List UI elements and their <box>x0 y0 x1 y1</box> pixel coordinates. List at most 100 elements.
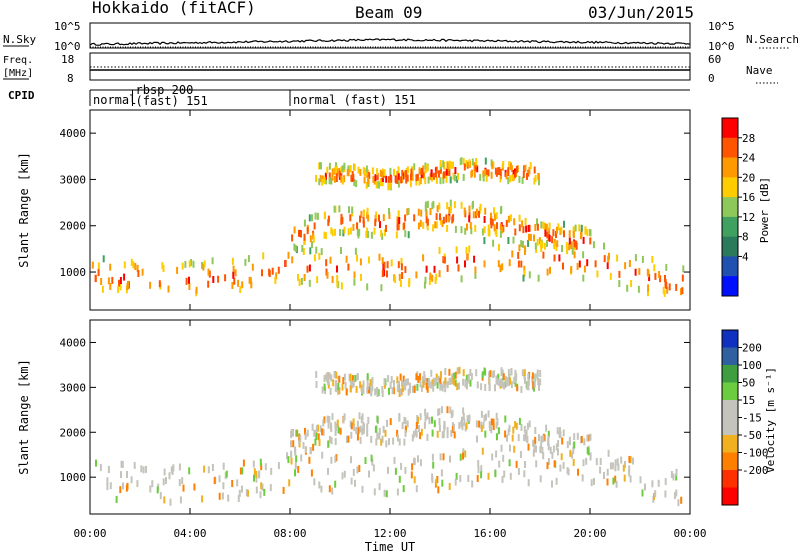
echo-cell <box>462 378 465 386</box>
echo-cell <box>386 270 388 278</box>
echo-cell <box>327 440 330 448</box>
echo-cell <box>232 265 235 273</box>
echo-cell <box>663 289 666 297</box>
echo-cell <box>425 209 428 217</box>
echo-cell <box>532 381 535 389</box>
velocity-colorbar-tick-label: -50 <box>742 429 762 442</box>
echo-cell <box>629 456 632 464</box>
velocity-colorbar: 200 100 50 15 -15 -50 -100 -200 <box>721 329 769 506</box>
echo-cell <box>429 272 432 280</box>
echo-cell <box>426 164 429 172</box>
echo-cell <box>255 486 258 494</box>
echo-cell <box>324 172 327 180</box>
echo-cell <box>341 216 344 224</box>
echo-cell <box>343 226 346 234</box>
echo-cell <box>647 284 650 292</box>
echo-cell <box>162 478 165 486</box>
echo-cell <box>344 381 347 389</box>
echo-cell <box>442 256 445 264</box>
echo-cell <box>455 473 458 480</box>
echo-cell <box>241 281 244 289</box>
echo-cell <box>318 252 321 260</box>
echo-cell <box>367 177 370 185</box>
velocity-ylabel: Slant Range [km] <box>17 359 31 475</box>
freq-left-tick-bottom: 8 <box>67 72 74 85</box>
echo-cell <box>337 387 340 395</box>
echo-cell <box>313 254 316 262</box>
echo-cell <box>464 379 467 387</box>
echo-cell <box>432 461 435 469</box>
echo-cell <box>439 177 442 185</box>
echo-cell <box>454 167 457 174</box>
echo-cell <box>367 231 369 238</box>
echo-cell <box>348 206 350 214</box>
echo-cell <box>680 496 683 504</box>
echo-cell <box>390 259 393 267</box>
echo-cell <box>488 384 491 392</box>
echo-cell <box>401 422 404 430</box>
echo-cell <box>387 176 390 184</box>
echo-cell <box>207 466 210 474</box>
echo-cell <box>522 240 524 248</box>
echo-cell <box>388 182 391 190</box>
echo-cell <box>381 385 384 393</box>
power-colorbar-title: Power [dB] <box>758 177 771 243</box>
echo-cell <box>446 162 449 170</box>
echo-cell <box>435 213 438 221</box>
echo-cell <box>491 162 494 170</box>
echo-cell <box>675 283 678 291</box>
echo-cell <box>400 462 403 470</box>
echo-cell <box>426 223 429 231</box>
echo-cell <box>402 172 405 180</box>
echo-cell <box>315 371 318 379</box>
echo-cell <box>539 370 542 377</box>
echo-cell <box>616 254 619 262</box>
echo-cell <box>567 468 570 476</box>
echo-cell <box>396 434 399 442</box>
echo-cell <box>334 429 337 436</box>
echo-cell <box>395 231 398 239</box>
echo-cell <box>435 221 438 229</box>
echo-cell <box>425 382 428 390</box>
echo-cell <box>438 408 441 416</box>
echo-cell <box>614 459 617 467</box>
echo-cell <box>524 217 527 225</box>
echo-cell <box>402 485 405 493</box>
echo-cell <box>404 383 407 391</box>
echo-cell <box>247 489 249 497</box>
echo-cell <box>406 420 409 428</box>
echo-cell <box>340 166 343 174</box>
echo-cell <box>350 174 353 182</box>
echo-cell <box>130 476 133 484</box>
noise-left-tick-bottom: 10^0 <box>54 40 81 53</box>
echo-cell <box>538 434 540 442</box>
echo-cell <box>428 277 431 285</box>
echo-cell <box>330 177 333 185</box>
echo-cell <box>359 258 362 266</box>
echo-cell <box>306 429 309 437</box>
echo-cell <box>526 422 529 430</box>
echo-cell <box>535 460 538 468</box>
power-ytick-label: 4000 <box>60 127 87 140</box>
echo-cell <box>328 372 331 380</box>
echo-cell <box>547 435 550 443</box>
echo-cell <box>507 169 510 177</box>
echo-cell <box>523 269 526 277</box>
echo-cell <box>338 387 341 395</box>
echo-cell <box>509 175 512 183</box>
x-tick-label: 04:00 <box>173 527 206 540</box>
echo-cell <box>654 490 657 498</box>
echo-cell <box>401 169 404 177</box>
echo-cell <box>349 227 352 235</box>
echo-cell <box>328 435 331 443</box>
echo-cell <box>502 160 505 168</box>
echo-cell <box>475 420 478 428</box>
echo-cell <box>446 202 449 210</box>
echo-cell <box>328 416 331 423</box>
echo-cell <box>463 418 466 426</box>
echo-cell <box>549 266 551 274</box>
echo-cell <box>483 216 486 223</box>
echo-cell <box>595 458 598 466</box>
echo-cell <box>506 434 508 442</box>
echo-cell <box>306 265 309 273</box>
